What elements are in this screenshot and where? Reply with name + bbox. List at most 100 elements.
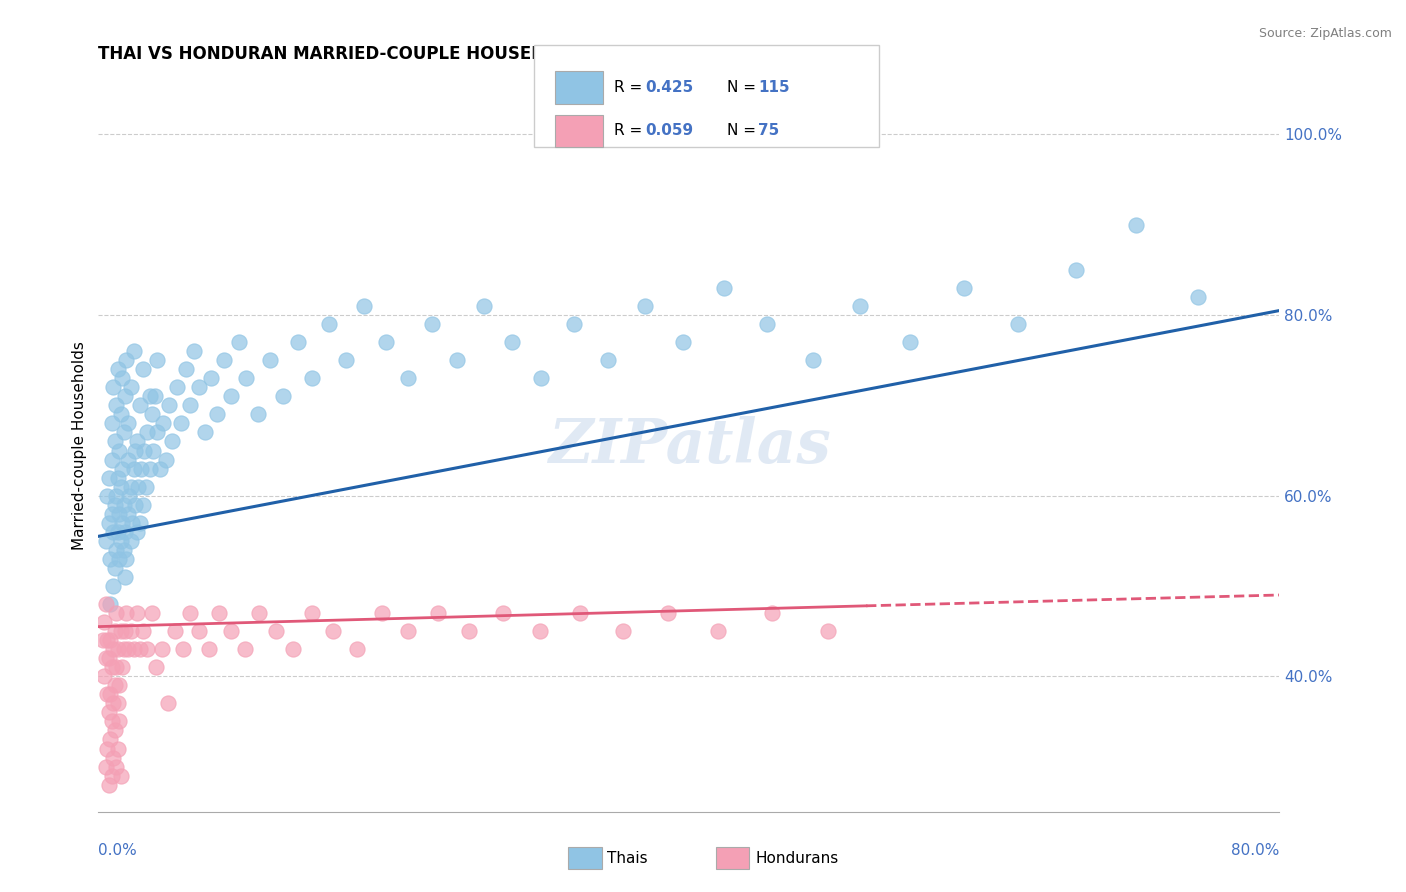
- Point: [98, 633, 121, 648]
- Point: [264, 624, 287, 639]
- Point: [107, 741, 129, 756]
- Point: [446, 353, 468, 368]
- Point: [117, 507, 139, 521]
- Point: [98, 732, 121, 747]
- Point: [128, 516, 150, 530]
- Point: [94, 597, 117, 611]
- Text: 0.0%: 0.0%: [98, 843, 138, 858]
- Point: [396, 371, 419, 385]
- Text: N =: N =: [727, 80, 761, 95]
- Point: [219, 624, 242, 639]
- Point: [149, 461, 172, 475]
- Point: [96, 741, 118, 756]
- Point: [529, 624, 551, 639]
- Point: [205, 408, 228, 422]
- Point: [111, 660, 134, 674]
- Point: [492, 606, 515, 620]
- Text: N =: N =: [727, 123, 761, 138]
- Text: 115: 115: [758, 80, 789, 95]
- Point: [472, 299, 495, 313]
- Point: [93, 669, 115, 683]
- Point: [132, 498, 155, 512]
- Point: [100, 417, 122, 431]
- Point: [115, 552, 138, 566]
- Point: [146, 353, 169, 368]
- Point: [97, 516, 120, 530]
- Point: [353, 299, 375, 313]
- Point: [179, 398, 201, 412]
- Point: [212, 353, 235, 368]
- Point: [108, 443, 131, 458]
- Point: [105, 398, 128, 412]
- Point: [247, 606, 270, 620]
- Point: [142, 443, 165, 458]
- Point: [94, 759, 117, 773]
- Point: [129, 461, 152, 475]
- Point: [115, 606, 138, 620]
- Point: [141, 408, 163, 422]
- Point: [97, 778, 120, 792]
- Point: [283, 642, 305, 657]
- Text: 75: 75: [758, 123, 779, 138]
- Point: [124, 498, 146, 512]
- Point: [124, 443, 146, 458]
- Point: [287, 335, 309, 350]
- Point: [120, 624, 142, 639]
- Point: [100, 507, 122, 521]
- Point: [155, 452, 177, 467]
- Point: [371, 606, 394, 620]
- Point: [110, 408, 132, 422]
- Point: [112, 542, 135, 557]
- Point: [136, 425, 159, 440]
- Text: 0.059: 0.059: [645, 123, 693, 138]
- Point: [1007, 317, 1029, 331]
- Point: [120, 533, 142, 548]
- Point: [713, 281, 735, 295]
- Point: [107, 524, 129, 539]
- Point: [104, 434, 127, 449]
- Point: [817, 624, 839, 639]
- Point: [100, 714, 122, 729]
- Point: [96, 633, 118, 648]
- Point: [122, 642, 145, 657]
- Point: [103, 524, 125, 539]
- Point: [114, 389, 136, 403]
- Point: [200, 371, 222, 385]
- Text: R =: R =: [614, 123, 648, 138]
- Y-axis label: Married-couple Households: Married-couple Households: [72, 342, 87, 550]
- Point: [375, 335, 398, 350]
- Point: [672, 335, 695, 350]
- Point: [233, 642, 256, 657]
- Point: [761, 606, 783, 620]
- Point: [135, 480, 157, 494]
- Point: [562, 317, 585, 331]
- Point: [1187, 290, 1209, 304]
- Point: [96, 489, 118, 503]
- Point: [97, 651, 120, 665]
- Text: R =: R =: [614, 80, 648, 95]
- Point: [150, 642, 173, 657]
- Point: [127, 480, 149, 494]
- Point: [198, 642, 221, 657]
- Point: [105, 606, 128, 620]
- Point: [108, 552, 131, 566]
- Point: [91, 633, 114, 648]
- Point: [139, 461, 162, 475]
- Point: [103, 642, 125, 657]
- Point: [179, 606, 201, 620]
- Point: [107, 470, 129, 484]
- Point: [166, 380, 188, 394]
- Point: [117, 642, 139, 657]
- Point: [110, 533, 132, 548]
- Point: [97, 470, 120, 484]
- Point: [141, 606, 163, 620]
- Point: [146, 425, 169, 440]
- Point: [98, 687, 121, 701]
- Point: [108, 678, 131, 692]
- Point: [335, 353, 357, 368]
- Point: [228, 335, 250, 350]
- Point: [105, 542, 128, 557]
- Point: [104, 678, 127, 692]
- Point: [105, 660, 128, 674]
- Point: [122, 461, 145, 475]
